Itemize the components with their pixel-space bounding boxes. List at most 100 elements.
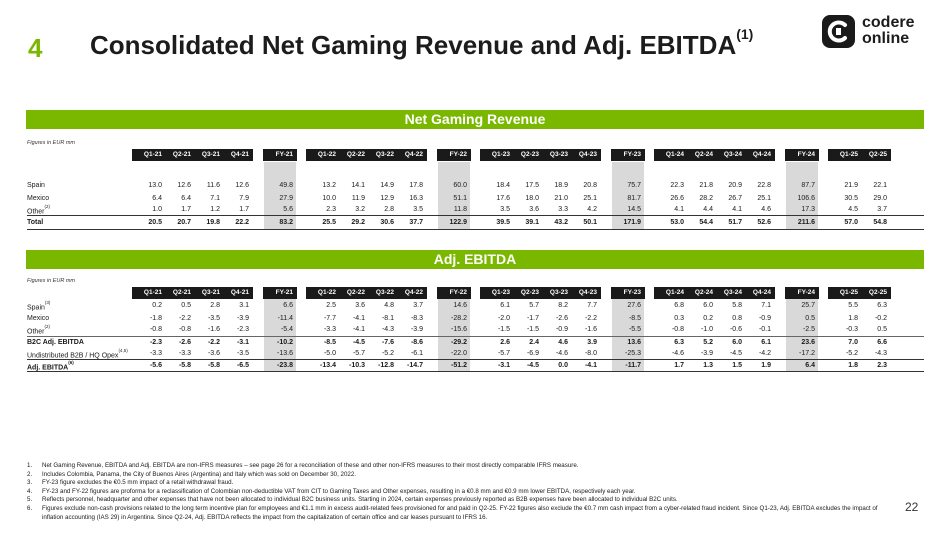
table-cell: 171.9 bbox=[623, 219, 641, 226]
table-cell: -29.2 bbox=[451, 339, 467, 346]
column-header: Q3-24 bbox=[723, 151, 742, 158]
table-cell: 4.4 bbox=[703, 206, 713, 213]
table-cell: 3.7 bbox=[413, 302, 423, 309]
table-cell: 3.6 bbox=[355, 302, 365, 309]
table-cell: 6.1 bbox=[761, 339, 771, 346]
column-header-bar bbox=[480, 149, 601, 161]
fy-column-shade bbox=[438, 298, 470, 372]
table-cell: 11.8 bbox=[453, 206, 467, 213]
row-label: B2C Adj. EBITDA bbox=[27, 339, 84, 346]
table-cell: 7.7 bbox=[587, 302, 597, 309]
column-header: Q2-21 bbox=[172, 151, 191, 158]
row-label: Other(2) bbox=[27, 204, 51, 215]
ngr-figures-label: Figures in EUR mm bbox=[27, 140, 75, 146]
table-cell: 0.5 bbox=[181, 302, 191, 309]
table-cell: -4.1 bbox=[352, 326, 365, 333]
table-cell: 16.3 bbox=[409, 195, 423, 202]
table-cell: 30.6 bbox=[380, 219, 394, 226]
row-label: Mexico bbox=[27, 195, 49, 202]
column-header: Q1-25 bbox=[839, 151, 858, 158]
table-cell: 21.9 bbox=[844, 182, 858, 189]
table-cell: 6.1 bbox=[500, 302, 510, 309]
table-cell: 122.9 bbox=[449, 219, 467, 226]
column-header: Q2-23 bbox=[520, 151, 539, 158]
table-cell: -15.6 bbox=[451, 326, 467, 333]
table-cell: 22.1 bbox=[873, 182, 887, 189]
table-cell: 0.5 bbox=[877, 326, 887, 333]
column-header: Q3-21 bbox=[201, 151, 220, 158]
column-header: Q4-22 bbox=[404, 289, 423, 296]
table-cell: -1.5 bbox=[497, 326, 510, 333]
footnote-text: FY-23 and FY-22 figures are proforma for… bbox=[42, 487, 636, 495]
table-cell: -4.3 bbox=[381, 326, 394, 333]
table-cell: 6.0 bbox=[703, 302, 713, 309]
column-header-bar bbox=[132, 149, 253, 161]
footnote: 6. Figures exclude non-cash provisions re… bbox=[27, 505, 887, 522]
column-header: Q2-24 bbox=[694, 151, 713, 158]
table-cell: 51.1 bbox=[453, 195, 467, 202]
table-cell: -8.5 bbox=[323, 339, 336, 346]
column-header: Q2-21 bbox=[172, 289, 191, 296]
row-label: Adj. EBITDA(6) bbox=[27, 360, 74, 372]
footnote-number: 1. bbox=[27, 462, 33, 469]
column-header: FY-24 bbox=[797, 289, 815, 296]
table-cell: -8.3 bbox=[410, 315, 423, 322]
table-cell: -2.2 bbox=[207, 339, 220, 346]
table-cell: -5.7 bbox=[497, 350, 510, 357]
table-cell: 20.9 bbox=[728, 182, 742, 189]
column-header: Q4-24 bbox=[752, 151, 771, 158]
table-cell: -0.9 bbox=[758, 315, 771, 322]
table-cell: 25.5 bbox=[322, 219, 336, 226]
table-cell: 6.6 bbox=[283, 302, 293, 309]
footnote-number: 2. bbox=[27, 470, 33, 478]
footnote-number: 6. bbox=[27, 504, 33, 512]
column-header: Q2-23 bbox=[520, 289, 539, 296]
row-label-text: Adj. EBITDA bbox=[27, 364, 69, 372]
row-label-text: Undistributed B2B / HQ Opex bbox=[27, 352, 119, 360]
footnote: 1. Net Gaming Revenue, EBITDA and Adj. EB… bbox=[27, 462, 887, 471]
table-cell: 7.1 bbox=[761, 302, 771, 309]
table-cell: -2.6 bbox=[178, 339, 191, 346]
table-cell: 12.9 bbox=[380, 195, 394, 202]
row-label-text: Mexico bbox=[27, 195, 50, 202]
fy-column-shade bbox=[612, 162, 644, 230]
table-cell: -3.1 bbox=[497, 362, 510, 369]
column-header-bar-fy bbox=[437, 287, 471, 299]
column-header-bar-fy bbox=[611, 149, 645, 161]
column-header: Q3-23 bbox=[549, 151, 568, 158]
table-cell: 0.2 bbox=[152, 302, 162, 309]
fy-column-shade bbox=[786, 162, 818, 230]
table-cell: -0.8 bbox=[149, 326, 162, 333]
table-cell: 29.0 bbox=[873, 195, 887, 202]
table-cell: -6.1 bbox=[410, 350, 423, 357]
table-cell: 52.6 bbox=[757, 219, 771, 226]
table-cell: 1.7 bbox=[239, 206, 249, 213]
column-header: Q3-21 bbox=[201, 289, 220, 296]
table-cell: 7.9 bbox=[239, 195, 249, 202]
row-label-text: B2C Adj. EBITDA bbox=[27, 339, 84, 346]
column-header: Q4-21 bbox=[230, 289, 249, 296]
table-cell: 39.1 bbox=[525, 219, 539, 226]
column-header-bar bbox=[828, 149, 891, 161]
table-cell: -5.2 bbox=[845, 350, 858, 357]
row-label: Spain bbox=[27, 182, 45, 189]
table-cell: 11.9 bbox=[351, 195, 365, 202]
table-cell: 81.7 bbox=[627, 195, 641, 202]
table-cell: -4.1 bbox=[352, 315, 365, 322]
column-header: Q4-22 bbox=[404, 151, 423, 158]
table-cell: -11.4 bbox=[277, 315, 293, 322]
footnote-text: FY-23 figure excludes the €0.5 mm impact… bbox=[42, 479, 234, 487]
table-cell: 18.9 bbox=[554, 182, 568, 189]
table-cell: 5.6 bbox=[283, 206, 293, 213]
table-cell: 1.0 bbox=[152, 206, 162, 213]
table-cell: 37.7 bbox=[409, 219, 423, 226]
table-cell: 25.1 bbox=[757, 195, 771, 202]
row-footnote-ref: (2) bbox=[44, 204, 51, 209]
table-cell: 18.0 bbox=[525, 195, 539, 202]
column-header: FY-22 bbox=[449, 151, 467, 158]
table-cell: 2.5 bbox=[326, 302, 336, 309]
logo-line1: codere bbox=[862, 14, 915, 31]
column-header: Q3-22 bbox=[375, 289, 394, 296]
row-label-text: Spain bbox=[27, 182, 45, 189]
table-cell: 6.0 bbox=[732, 339, 742, 346]
